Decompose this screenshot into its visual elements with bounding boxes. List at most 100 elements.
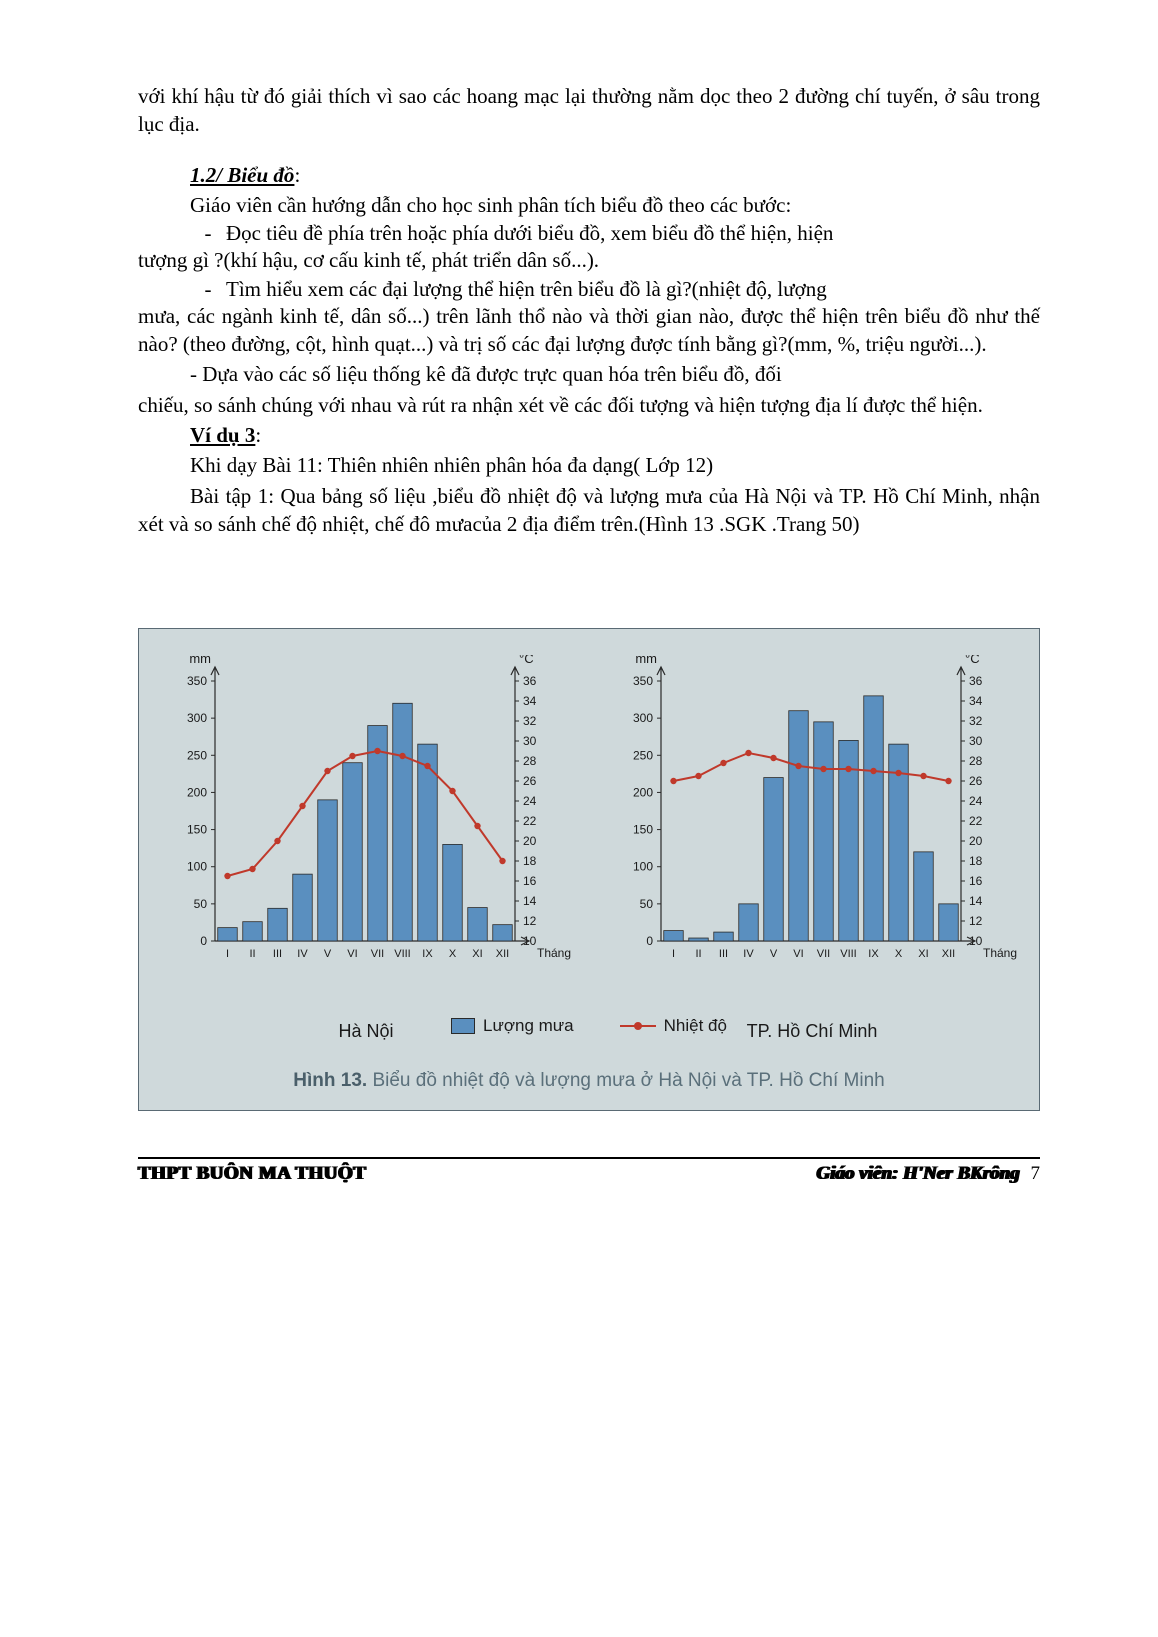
svg-text:30: 30 xyxy=(523,734,537,748)
svg-text:II: II xyxy=(249,948,255,960)
legend-rain-label: Lượng mưa xyxy=(483,1016,574,1036)
svg-text:°C: °C xyxy=(519,655,534,666)
svg-text:mm: mm xyxy=(635,655,657,666)
svg-text:XII: XII xyxy=(496,948,509,960)
paragraph: - Dựa vào các số liệu thống kê đã được t… xyxy=(138,360,1040,388)
svg-text:0: 0 xyxy=(646,934,653,948)
page-footer: THPT BUÔN MA THUỘT Giáo viên: H'Ner BKrô… xyxy=(138,1163,1040,1185)
footer-teacher: Giáo viên: H'Ner BKrông xyxy=(817,1163,1020,1184)
svg-text:350: 350 xyxy=(187,674,207,688)
svg-text:VII: VII xyxy=(817,948,830,960)
svg-text:16: 16 xyxy=(969,874,983,888)
legend-swatch-icon xyxy=(451,1018,475,1034)
svg-text:150: 150 xyxy=(187,823,207,837)
svg-text:32: 32 xyxy=(523,714,537,728)
svg-text:150: 150 xyxy=(633,823,653,837)
bullet-text: Đọc tiêu đề phía trên hoặc phía dưới biể… xyxy=(226,221,1040,246)
heading-label: Ví dụ 3 xyxy=(190,423,255,447)
svg-text:300: 300 xyxy=(187,712,207,726)
svg-text:12: 12 xyxy=(523,914,537,928)
svg-text:VIII: VIII xyxy=(394,948,411,960)
svg-text:36: 36 xyxy=(523,674,537,688)
svg-text:18: 18 xyxy=(969,854,983,868)
charts-row: 050100150200250300350mm10121416182022242… xyxy=(161,655,1017,1042)
svg-text:I: I xyxy=(226,948,229,960)
svg-text:300: 300 xyxy=(633,712,653,726)
figure-box: 050100150200250300350mm10121416182022242… xyxy=(138,628,1040,1111)
svg-text:III: III xyxy=(273,948,282,960)
svg-text:30: 30 xyxy=(969,734,983,748)
svg-text:VI: VI xyxy=(347,948,357,960)
caption-text: Biểu đồ nhiệt độ và lượng mưa ở Hà Nội v… xyxy=(367,1070,885,1091)
svg-text:V: V xyxy=(324,948,332,960)
paragraph: Khi dạy Bài 11: Thiên nhiên nhiên phân h… xyxy=(138,451,1040,479)
document-page: với khí hậu từ đó giải thích vì sao các … xyxy=(0,0,1158,1637)
svg-text:IV: IV xyxy=(297,948,308,960)
svg-text:100: 100 xyxy=(633,860,653,874)
footer-page-number: 7 xyxy=(1031,1163,1041,1184)
bullet-text: Tìm hiểu xem các đại lượng thể hiện trên… xyxy=(226,277,1040,302)
svg-text:24: 24 xyxy=(969,794,983,808)
svg-text:XI: XI xyxy=(918,948,928,960)
caption-bold: Hình 13. xyxy=(293,1070,367,1091)
svg-text:IV: IV xyxy=(743,948,754,960)
svg-text:Tháng: Tháng xyxy=(983,946,1017,960)
paragraph: Giáo viên cần hướng dẫn cho học sinh phâ… xyxy=(138,191,1040,219)
legend-temp: Nhiệt độ xyxy=(620,1016,727,1036)
legend-line-icon xyxy=(620,1025,656,1027)
paragraph: với khí hậu từ đó giải thích vì sao các … xyxy=(138,82,1040,139)
svg-text:100: 100 xyxy=(187,860,207,874)
svg-text:XI: XI xyxy=(472,948,482,960)
svg-text:50: 50 xyxy=(194,897,208,911)
svg-text:14: 14 xyxy=(969,894,983,908)
bullet-item: - Tìm hiểu xem các đại lượng thể hiện tr… xyxy=(138,277,1040,302)
figure-caption: Hình 13. Biểu đồ nhiệt độ và lượng mưa ở… xyxy=(161,1070,1017,1092)
svg-text:32: 32 xyxy=(969,714,983,728)
heading-colon: : xyxy=(255,423,261,447)
footer-right: Giáo viên: H'Ner BKrông 7 xyxy=(817,1163,1040,1185)
chart-hanoi: 050100150200250300350mm10121416182022242… xyxy=(161,655,571,1015)
paragraph: mưa, các ngành kinh tế, dân số...) trên … xyxy=(138,302,1040,359)
section-heading: 1.2/ Biểu đồ: xyxy=(138,161,1040,189)
svg-text:26: 26 xyxy=(523,774,537,788)
paragraph: tượng gì ?(khí hậu, cơ cấu kinh tế, phát… xyxy=(138,246,1040,274)
svg-text:350: 350 xyxy=(633,674,653,688)
svg-text:36: 36 xyxy=(969,674,983,688)
heading-colon: : xyxy=(294,163,300,187)
svg-text:°C: °C xyxy=(965,655,980,666)
paragraph: chiếu, so sánh chúng với nhau và rút ra … xyxy=(138,391,1040,419)
example-heading: Ví dụ 3: xyxy=(138,421,1040,449)
svg-text:14: 14 xyxy=(523,894,537,908)
legend-rain: Lượng mưa xyxy=(451,1016,574,1036)
svg-text:X: X xyxy=(449,948,457,960)
svg-text:0: 0 xyxy=(200,934,207,948)
svg-text:IX: IX xyxy=(868,948,879,960)
svg-text:28: 28 xyxy=(969,754,983,768)
svg-text:20: 20 xyxy=(969,834,983,848)
svg-text:34: 34 xyxy=(523,694,537,708)
svg-text:250: 250 xyxy=(187,749,207,763)
svg-text:22: 22 xyxy=(523,814,537,828)
svg-text:18: 18 xyxy=(523,854,537,868)
svg-text:III: III xyxy=(719,948,728,960)
footer-rule xyxy=(138,1157,1040,1159)
svg-text:34: 34 xyxy=(969,694,983,708)
bullet-dash-icon: - xyxy=(198,277,218,302)
footer-school: THPT BUÔN MA THUỘT xyxy=(138,1163,366,1185)
svg-text:12: 12 xyxy=(969,914,983,928)
heading-label: 1.2/ Biểu đồ xyxy=(190,163,294,187)
svg-text:IX: IX xyxy=(422,948,433,960)
svg-text:mm: mm xyxy=(189,655,211,666)
bullet-dash-icon: - xyxy=(198,221,218,246)
svg-text:VIII: VIII xyxy=(840,948,857,960)
svg-text:X: X xyxy=(895,948,903,960)
svg-text:II: II xyxy=(695,948,701,960)
svg-text:22: 22 xyxy=(969,814,983,828)
svg-text:VII: VII xyxy=(371,948,384,960)
svg-text:I: I xyxy=(672,948,675,960)
svg-text:16: 16 xyxy=(523,874,537,888)
svg-text:26: 26 xyxy=(969,774,983,788)
svg-text:200: 200 xyxy=(187,786,207,800)
svg-text:VI: VI xyxy=(793,948,803,960)
paragraph: Bài tập 1: Qua bảng số liệu ,biểu đồ nhi… xyxy=(138,482,1040,539)
